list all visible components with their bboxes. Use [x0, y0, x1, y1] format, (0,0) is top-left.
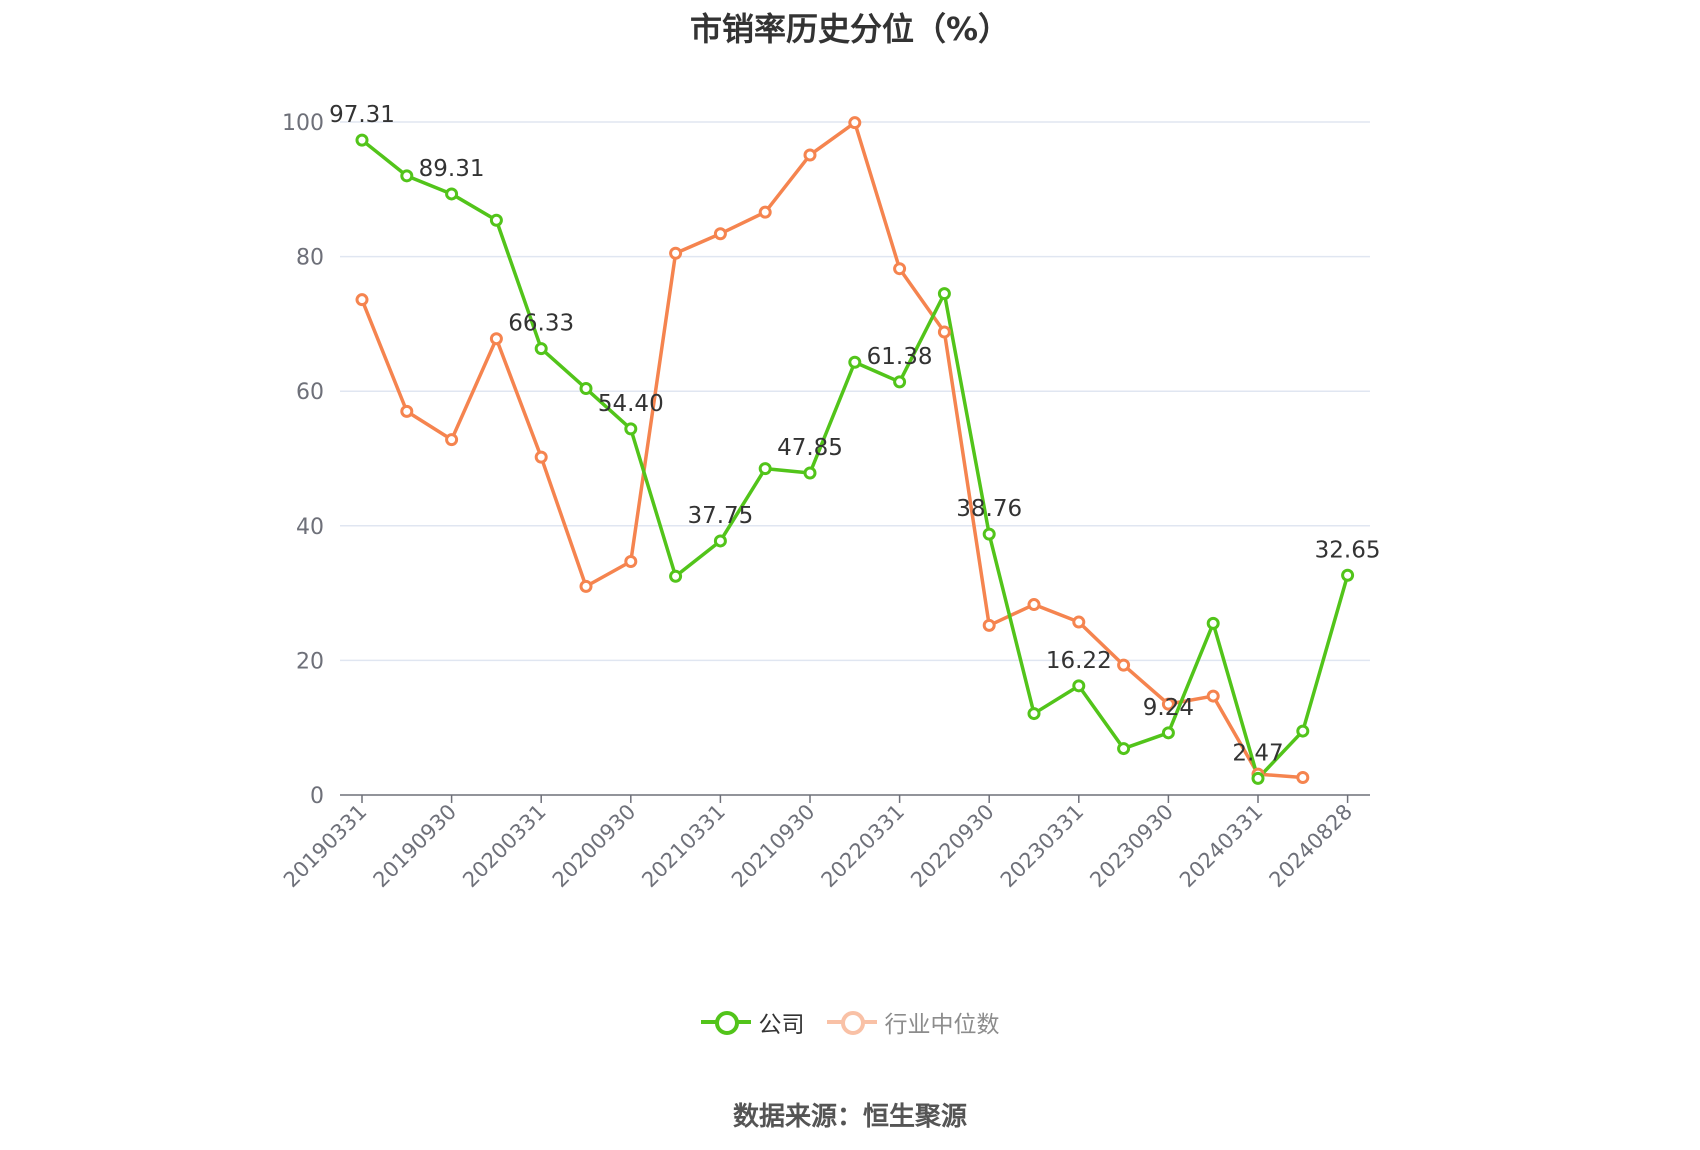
data-point: [669, 246, 683, 260]
data-label: 97.31: [329, 102, 395, 128]
y-tick-label: 60: [296, 380, 324, 405]
data-point: [400, 169, 414, 183]
legend-industry-label: 行业中位数: [884, 1012, 1000, 1038]
data-point: [1296, 771, 1310, 785]
data-point: [534, 450, 548, 464]
data-point: [1027, 598, 1041, 612]
data-label: 37.75: [687, 503, 753, 529]
data-point: [669, 569, 683, 583]
data-point: [445, 433, 459, 447]
series-line: [360, 120, 1303, 780]
data-point: [1027, 707, 1041, 721]
data-point: [1341, 568, 1355, 582]
data-point: [579, 382, 593, 396]
data-point: [400, 404, 414, 418]
x-axis: 2019033120190930202003312020093020210331…: [279, 794, 1370, 893]
y-tick-label: 20: [296, 649, 324, 674]
data-labels: 97.31 89.31 66.33 54.40 37.75 47.85 61.38 38.76…: [329, 102, 1380, 766]
data-point: [445, 187, 459, 201]
data-label: 9.24: [1143, 695, 1194, 721]
x-tick-label: 20230331: [996, 800, 1089, 893]
data-point: [534, 342, 548, 356]
legend-industry-line-icon: [826, 1010, 877, 1035]
x-tick-label: 20240331: [1175, 800, 1268, 893]
data-label: 47.85: [777, 435, 843, 461]
data-point: [982, 527, 996, 541]
data-source: 数据来源：恒生聚源: [732, 1102, 967, 1132]
data-point: [1206, 616, 1220, 630]
x-tick-label: 20220930: [906, 800, 999, 893]
series-line: [360, 138, 1350, 781]
data-point: [355, 293, 369, 307]
data-point: [1161, 697, 1175, 711]
data-label: 32.65: [1315, 537, 1381, 563]
y-tick-label: 80: [296, 246, 324, 271]
data-point: [1161, 726, 1175, 740]
legend-company-line-icon: [700, 1010, 751, 1035]
x-tick-label: 20190930: [369, 800, 462, 893]
data-point: [713, 534, 727, 548]
data-point: [893, 262, 907, 276]
chart-title: 市销率历史分位（%）: [689, 10, 1011, 48]
data-point: [624, 554, 638, 568]
data-point: [1117, 742, 1131, 756]
data-label: 16.22: [1046, 648, 1112, 674]
data-point: [893, 375, 907, 389]
data-label: 54.40: [598, 391, 664, 417]
data-point: [803, 466, 817, 480]
x-tick-label: 20210930: [727, 800, 820, 893]
legend-company-label: 公司: [758, 1012, 805, 1038]
data-point: [579, 579, 593, 593]
legend-item-company[interactable]: 公司: [700, 1005, 805, 1039]
data-point: [489, 332, 503, 346]
data-point: [1072, 615, 1086, 629]
data-point: [489, 213, 503, 227]
data-point: [1296, 724, 1310, 738]
data-point: [355, 133, 369, 147]
x-tick-label: 20200930: [548, 800, 641, 893]
data-label: 89.31: [419, 156, 485, 182]
x-tick-label: 20200331: [458, 800, 551, 893]
y-tick-label: 0: [310, 784, 324, 809]
x-tick-label: 20220331: [817, 800, 910, 893]
data-point: [848, 116, 862, 130]
x-tick-label: 20190331: [279, 800, 372, 893]
data-label: 61.38: [867, 344, 933, 370]
y-tick-label: 40: [296, 515, 324, 540]
x-tick-label: 20230930: [1085, 800, 1178, 893]
y-tick-label: 100: [282, 111, 324, 136]
legend-item-industry[interactable]: 行业中位数: [826, 1005, 1000, 1039]
data-point: [758, 205, 772, 219]
data-point: [982, 618, 996, 632]
series-lines: [360, 120, 1350, 781]
data-point: [937, 325, 951, 339]
grid-lines: [340, 121, 1370, 662]
data-point: [713, 227, 727, 241]
data-point: [937, 287, 951, 301]
data-point: [624, 422, 638, 436]
data-point: [1206, 689, 1220, 703]
data-point: [1117, 658, 1131, 672]
data-label: 2.47: [1232, 740, 1283, 766]
data-point: [758, 462, 772, 476]
y-axis-ticks: 0 20 40 60 80 100: [282, 111, 324, 809]
data-point: [1251, 771, 1265, 785]
data-point: [803, 148, 817, 162]
data-point: [848, 355, 862, 369]
legend: 公司 行业中位数: [0, 1005, 1700, 1039]
series-points: [355, 116, 1355, 785]
data-point: [1072, 679, 1086, 693]
data-label: 38.76: [956, 496, 1022, 522]
data-label: 66.33: [508, 311, 574, 337]
x-tick-label: 20240828: [1265, 800, 1358, 893]
x-tick-label: 20210331: [637, 800, 730, 893]
